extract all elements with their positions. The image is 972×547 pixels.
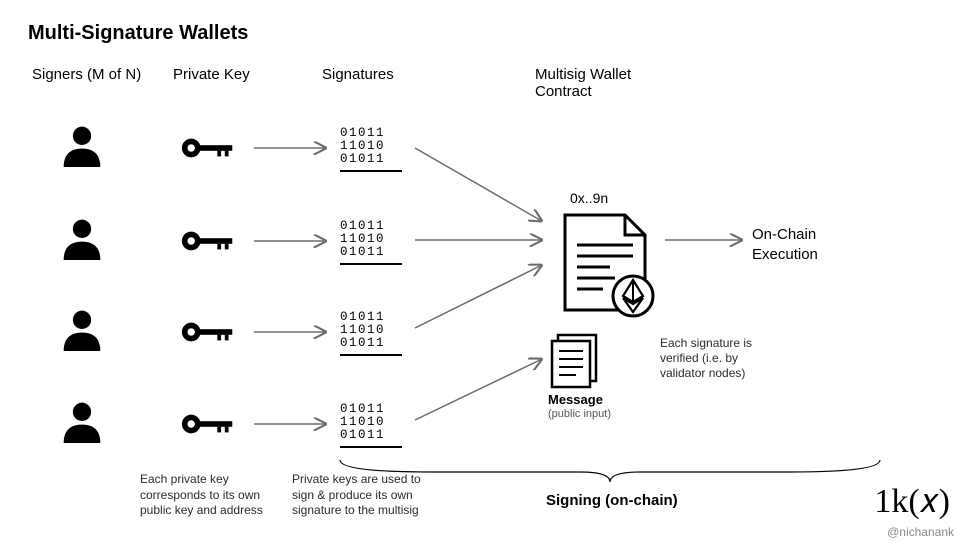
page-title: Multi-Signature Wallets (28, 22, 248, 45)
arrow-icon (252, 416, 332, 432)
col-signatures: Signatures (322, 66, 394, 83)
message-sub: (public input) (548, 408, 611, 420)
person-icon (60, 399, 104, 443)
signature-bits: 01011 11010 01011 (340, 127, 402, 172)
col-privkey: Private Key (173, 66, 250, 83)
signature-bits: 01011 11010 01011 (340, 311, 402, 356)
arrow-icon (252, 140, 332, 156)
signing-label: Signing (on-chain) (546, 492, 678, 509)
signature-bits: 01011 11010 01011 (340, 403, 402, 448)
verify-note: Each signature is verified (i.e. by vali… (660, 336, 752, 381)
contract-address: 0x..9n (570, 190, 608, 206)
handle: @nichanank (887, 525, 954, 539)
person-icon (60, 307, 104, 351)
execution-label: On-Chain Execution (752, 225, 818, 264)
person-icon (60, 216, 104, 260)
arrow-icon (252, 324, 332, 340)
arrow-icon (252, 233, 332, 249)
col-contract: Multisig Wallet Contract (535, 66, 631, 100)
key-icon (180, 318, 236, 346)
flow-arrows (0, 0, 972, 547)
message-icon (548, 333, 600, 389)
key-icon (180, 134, 236, 162)
contract-icon (555, 210, 655, 320)
signature-bits: 01011 11010 01011 (340, 220, 402, 265)
message-label: Message (548, 392, 603, 407)
key-icon (180, 410, 236, 438)
person-icon (60, 123, 104, 167)
caption-key: Each private key corresponds to its own … (140, 472, 263, 519)
col-signers: Signers (M of N) (32, 66, 141, 83)
key-icon (180, 227, 236, 255)
caption-sig: Private keys are used to sign & produce … (292, 472, 421, 519)
logo: 1k(𝑥) (874, 483, 950, 521)
